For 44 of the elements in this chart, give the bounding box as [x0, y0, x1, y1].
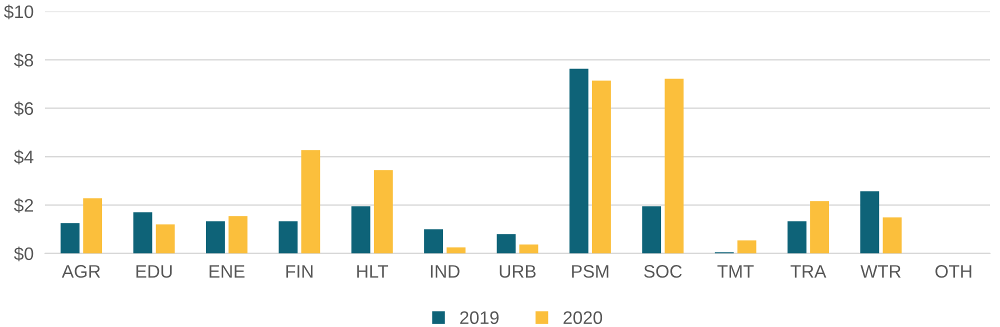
- bar: [351, 206, 370, 254]
- bar: [860, 191, 880, 254]
- x-tick-label: PSM: [572, 265, 608, 278]
- bar: [301, 150, 320, 254]
- bar: [278, 221, 298, 254]
- bar: [519, 244, 538, 254]
- bar: [496, 234, 516, 254]
- y-tick-label: $2: [14, 198, 33, 213]
- x-tick-label: IND: [430, 265, 460, 278]
- legend-label: 2019: [460, 311, 499, 324]
- y-tick-label: $4: [14, 150, 34, 164]
- x-tick-label: HLT: [357, 265, 388, 278]
- x-tick-label: ENE: [210, 265, 245, 278]
- legend-label: 2020: [564, 311, 602, 324]
- x-tick-label: TMT: [717, 265, 754, 278]
- bar: [810, 201, 829, 254]
- bar: [737, 240, 756, 254]
- bar: [424, 229, 443, 254]
- x-tick-label: EDU: [136, 265, 172, 278]
- bar: [446, 247, 466, 254]
- bar: [156, 224, 175, 254]
- x-tick-label: TRA: [790, 265, 826, 278]
- bar: [374, 170, 393, 254]
- bar: [664, 78, 684, 254]
- bar: [133, 212, 152, 254]
- x-tick-label: WTR: [860, 265, 901, 278]
- y-tick-label: $8: [14, 53, 34, 68]
- x-tick-label: AGR: [62, 265, 100, 278]
- bar: [592, 80, 611, 254]
- bar: [882, 217, 902, 254]
- bar: [60, 223, 80, 254]
- y-tick-label: $0: [14, 246, 34, 262]
- bar: [83, 198, 102, 254]
- bar: [788, 221, 806, 254]
- bar: [642, 206, 662, 254]
- bar: [569, 68, 588, 254]
- bar: [206, 221, 225, 254]
- bar: [228, 216, 248, 254]
- y-tick-label: $10: [4, 4, 34, 20]
- x-tick-label: URB: [500, 265, 536, 278]
- x-tick-label: SOC: [644, 265, 682, 278]
- y-tick-label: $6: [14, 101, 34, 116]
- x-tick-label: OTH: [935, 265, 972, 278]
- x-tick-label: FIN: [286, 265, 312, 278]
